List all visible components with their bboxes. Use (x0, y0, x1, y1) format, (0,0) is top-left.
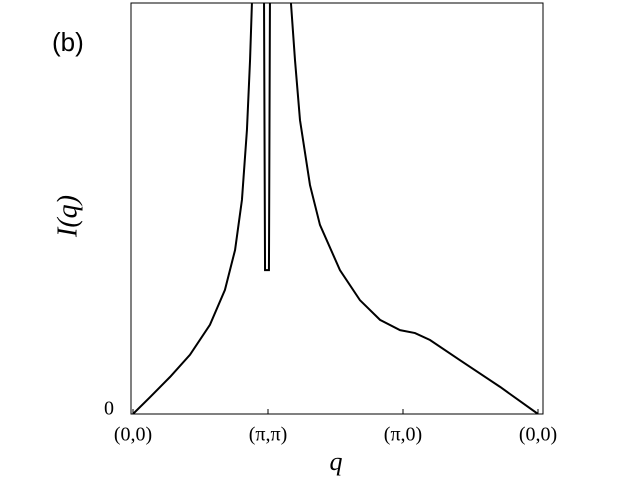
data-line (132, 3, 539, 414)
x-tick-label: (π,0) (384, 424, 422, 446)
y-axis-label: I(q) (52, 195, 83, 238)
y-tick-label: 0 (104, 398, 114, 420)
panel-label: (b) (52, 27, 84, 57)
plot-frame (130, 2, 544, 415)
x-tick-label: (0,0) (114, 424, 152, 446)
x-axis-label: q (330, 447, 343, 476)
x-tick-label: (0,0) (519, 424, 557, 446)
x-tick-label: (π,π) (249, 424, 288, 446)
